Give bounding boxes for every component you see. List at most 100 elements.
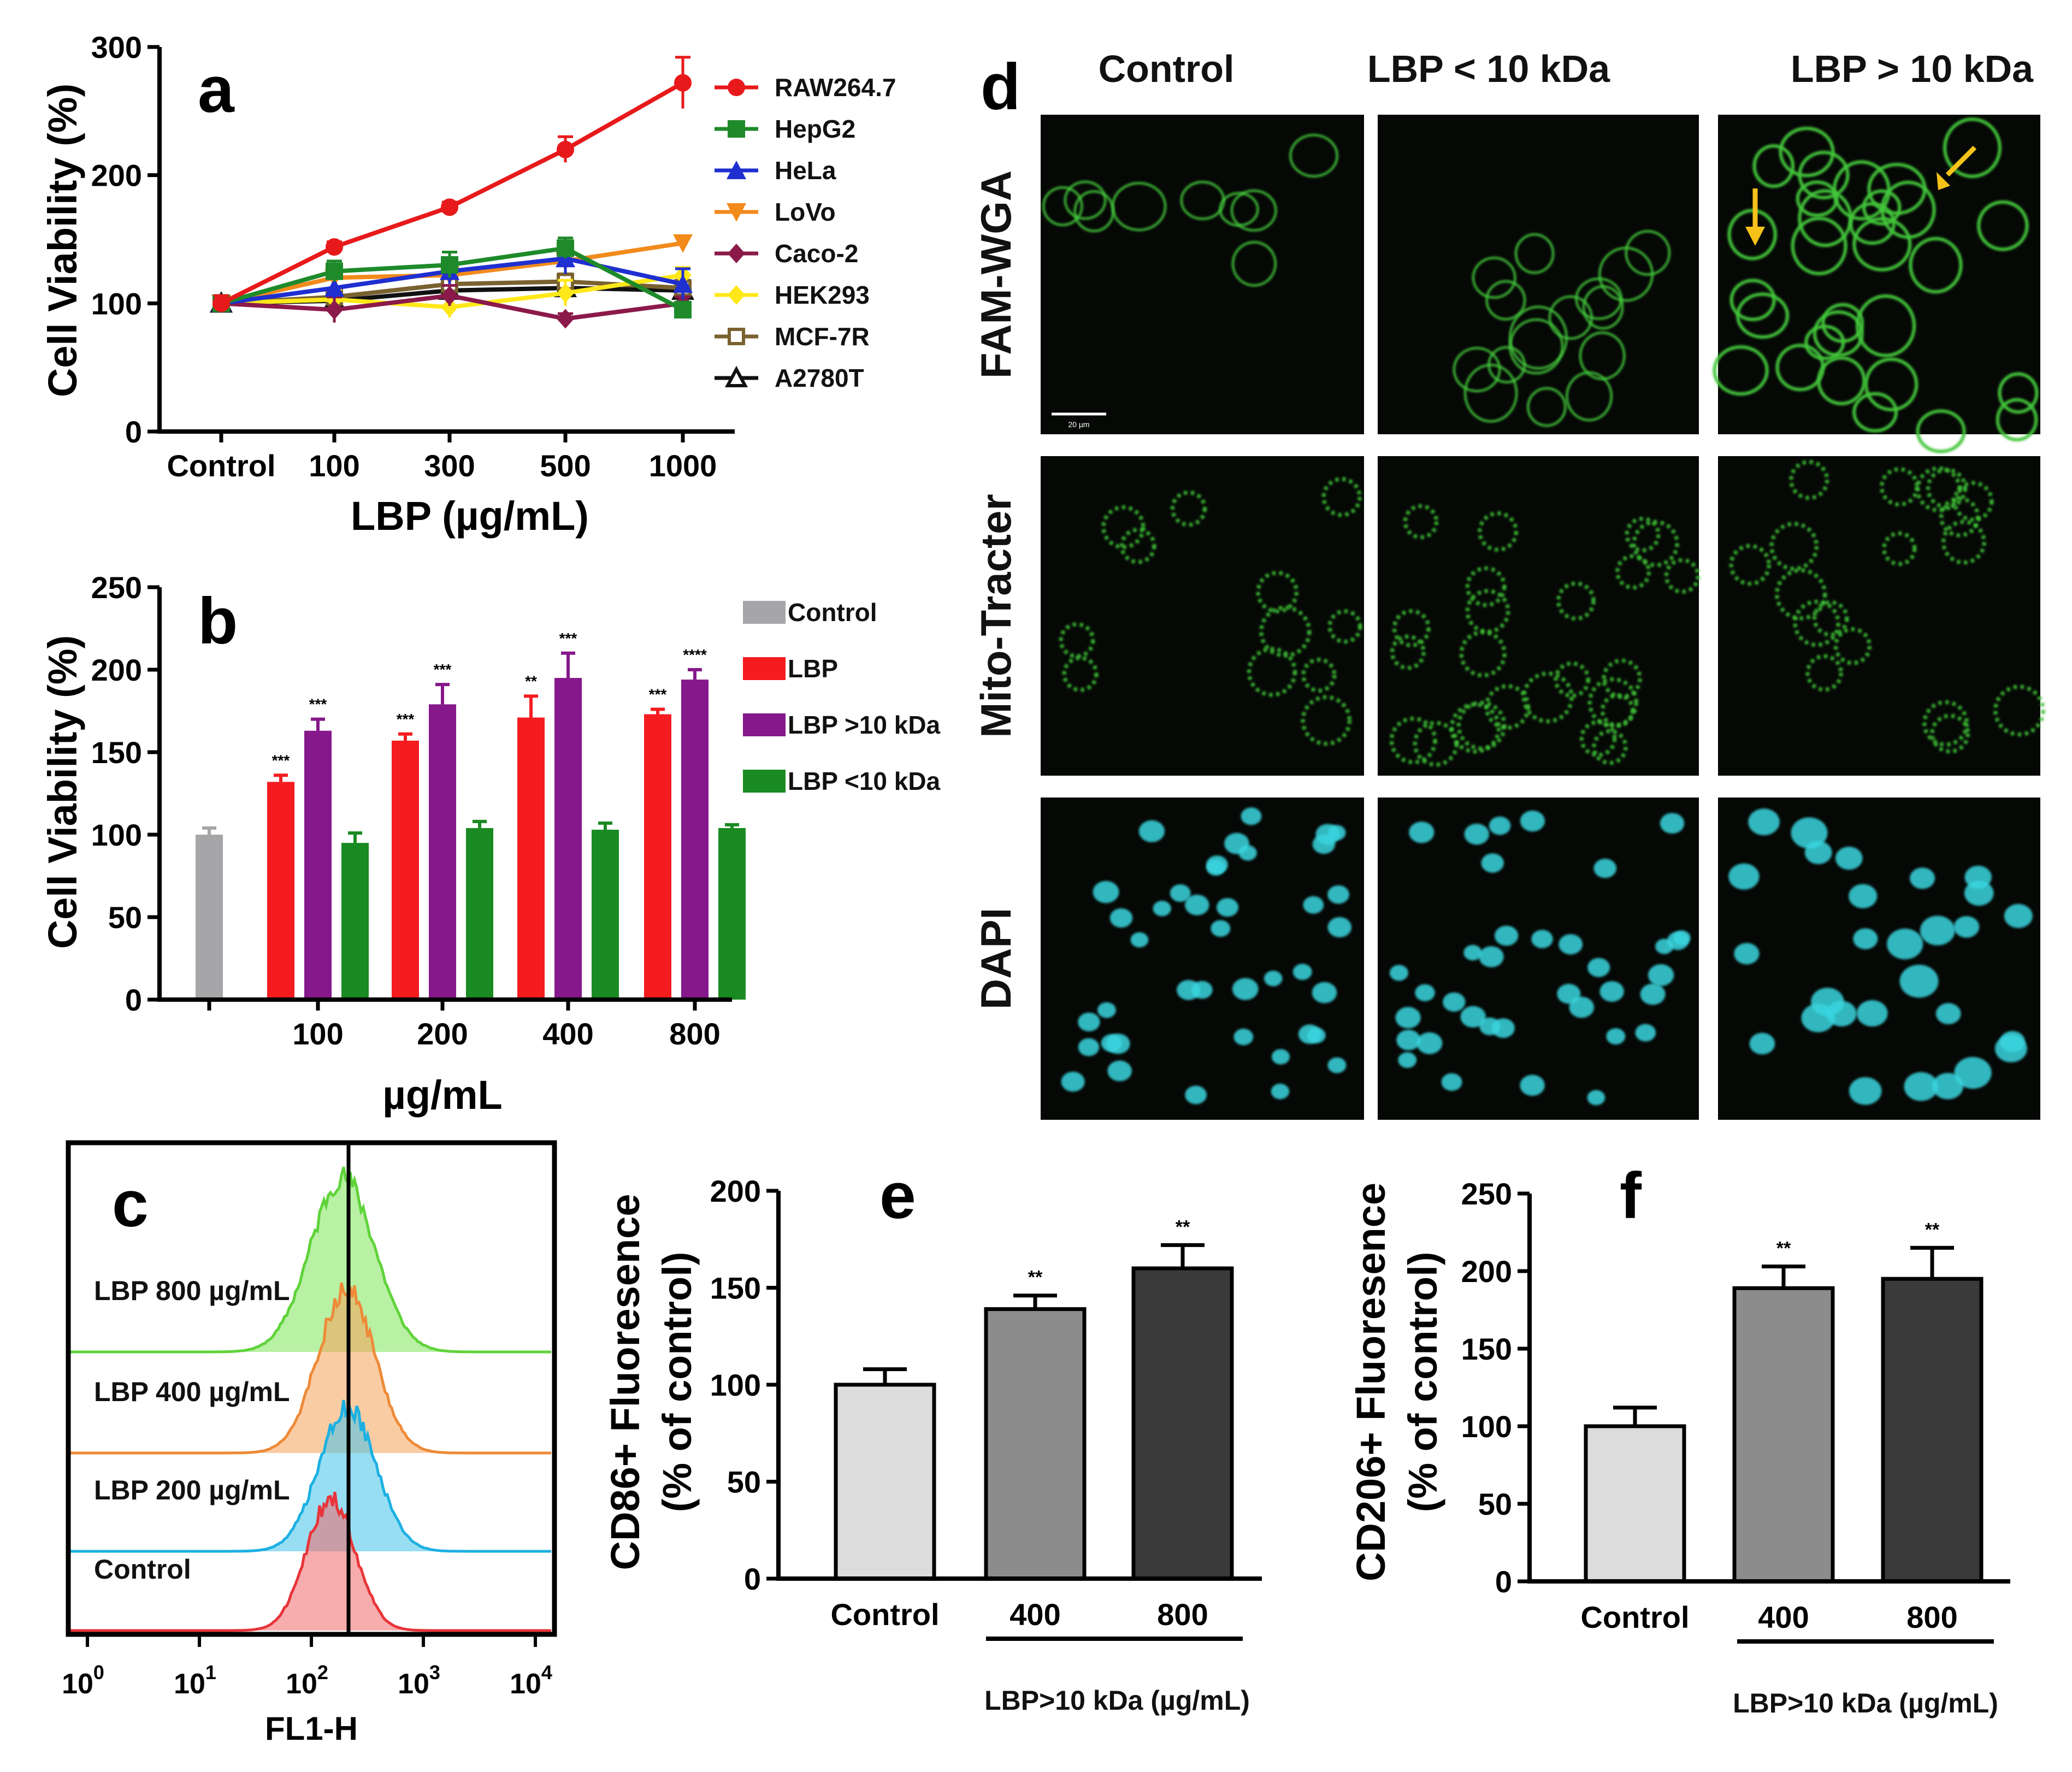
data-point-RAW264.7 <box>674 74 692 92</box>
membrane-outline <box>1791 216 1847 275</box>
yellow-arrow-shaft <box>1945 145 1977 177</box>
legend-label: HepG2 <box>775 115 855 143</box>
mitochondria-cell <box>1930 713 1970 754</box>
micrograph-FAM-WGA-Control <box>1041 115 1364 434</box>
bar-LBP <10 kDa <box>466 828 493 1000</box>
membrane-outline <box>1453 347 1501 392</box>
legend-marker-HEK293 <box>728 285 745 305</box>
panel-c-x-tick-label: 101 <box>174 1661 216 1700</box>
nucleus <box>1292 964 1312 980</box>
nucleus <box>1185 1085 1207 1104</box>
nucleus <box>1409 822 1435 843</box>
histogram-label: Control <box>94 1554 191 1585</box>
panel-e-y-label-2: (% of control) <box>654 1252 700 1513</box>
panel-a-x-label: LBP (µg/mL) <box>351 493 589 539</box>
nucleus <box>1170 884 1191 902</box>
nucleus <box>1587 1090 1605 1106</box>
membrane-outline <box>1230 190 1277 232</box>
nucleus <box>1441 1073 1462 1091</box>
panel-f-bar-chart: f ** ** 0 50 100 150 200 250 Control 400 800 LBP>… <box>1348 1159 2010 1718</box>
nucleus <box>1728 863 1760 890</box>
panel-c-flow-histogram: LBP 800 µg/mL LBP 400 µg/mL LBP 200 µg/mL C… <box>62 1140 557 1747</box>
membrane-outline <box>1798 150 1850 199</box>
nucleus <box>1464 823 1489 845</box>
nucleus <box>1932 1073 1964 1100</box>
mitochondria-cell <box>1247 647 1297 697</box>
legend-marker-Caco-2 <box>728 244 745 263</box>
nucleus <box>1107 1060 1132 1082</box>
column-title: Control <box>1099 48 1235 90</box>
nucleus <box>1479 946 1504 967</box>
nucleus <box>1185 894 1209 915</box>
legend-swatch-Control <box>743 601 786 624</box>
panel-e-bar-chart: e ** ** 0 50 100 150 200 Control 400 800 LBP>10 … <box>603 1159 1262 1716</box>
nucleus <box>1415 984 1435 1001</box>
membrane-outline <box>1752 144 1794 188</box>
bar-800 <box>1881 1277 1984 1584</box>
nucleus <box>1531 930 1553 948</box>
legend-label: LBP <10 kDa <box>788 767 941 795</box>
mitochondria-cell <box>1941 519 1986 565</box>
panel-c-x-tick-label: 100 <box>62 1661 104 1700</box>
significance-stars: **** <box>683 646 707 663</box>
nucleus <box>1953 916 1980 938</box>
bar-LBP >10 kDa <box>304 730 332 1000</box>
mitochondria-cell <box>1301 695 1351 746</box>
nucleus <box>1153 901 1171 917</box>
data-point-HepG2 <box>326 262 343 280</box>
significance-stars: *** <box>434 661 452 678</box>
nucleus <box>1887 929 1923 960</box>
nucleus <box>1233 1029 1254 1046</box>
panel-b-x-label: µg/mL <box>382 1072 502 1118</box>
bar-LBP >10 kDa <box>554 678 582 1000</box>
membrane-outline <box>1598 247 1654 302</box>
legend-swatch-LBP >10 kDa <box>743 713 786 736</box>
bar-LBP <10 kDa <box>592 829 619 1000</box>
panel-b-x-tick-label: 800 <box>669 1017 720 1051</box>
mitochondria-cell <box>1664 558 1700 594</box>
data-point-RAW264.7 <box>557 140 574 158</box>
nucleus <box>1303 896 1324 914</box>
nucleus <box>1520 810 1545 832</box>
legend-label: HeLa <box>775 156 836 185</box>
panel-a-x-tick-label: Control <box>167 448 275 483</box>
cell-cluster <box>1713 117 2039 453</box>
membrane-outline <box>1548 296 1593 340</box>
panel-f-label: f <box>1620 1159 1642 1232</box>
significance-stars: *** <box>309 696 327 713</box>
panel-b-y-tick-label: 250 <box>91 570 142 605</box>
cell-cluster <box>1042 134 1338 287</box>
nucleus <box>1443 992 1466 1012</box>
membrane-outline <box>1485 280 1526 321</box>
histogram-outline-LBP 400 µg/mL <box>70 1282 551 1455</box>
nucleus <box>1635 1024 1656 1042</box>
mitochondria-cell <box>1922 700 1969 747</box>
nucleus <box>1849 1077 1882 1105</box>
panel-f-group-label: LBP>10 kDa (µg/mL) <box>1733 1688 1998 1718</box>
mitochondria-cell <box>1256 571 1298 613</box>
panel-e-y-tick-label: 100 <box>710 1368 761 1402</box>
nucleus <box>1479 1017 1501 1036</box>
mitochondria-cell <box>1413 721 1459 767</box>
bar-LBP >10 kDa <box>681 680 709 1000</box>
panel-a-y-tick-label: 0 <box>125 415 142 449</box>
panel-b-bars: ************************ <box>196 630 746 1000</box>
membrane-outline <box>1852 392 1898 433</box>
panel-b-y-tick-label: 100 <box>91 818 142 852</box>
data-point-RAW264.7 <box>212 294 230 312</box>
mitochondria-cell <box>1592 729 1628 765</box>
row-title: Mito-Tracter <box>972 494 1020 737</box>
nucleus <box>1271 1049 1290 1065</box>
nucleus <box>1748 808 1780 836</box>
panel-f-x-tick-label: 800 <box>1906 1600 1957 1634</box>
nucleus <box>1648 964 1674 987</box>
nucleus <box>1327 1057 1347 1073</box>
panel-b-y-tick-label: 0 <box>125 983 142 1017</box>
mitochondria-cell <box>1459 630 1507 677</box>
histogram-outline-LBP 200 µg/mL <box>70 1399 551 1553</box>
mitochondria-cell <box>1522 671 1574 723</box>
significance-stars: ** <box>1776 1238 1791 1259</box>
mitochondria-cell <box>1615 554 1651 590</box>
nucleus <box>1232 978 1259 1000</box>
data-point-HepG2 <box>557 239 574 257</box>
